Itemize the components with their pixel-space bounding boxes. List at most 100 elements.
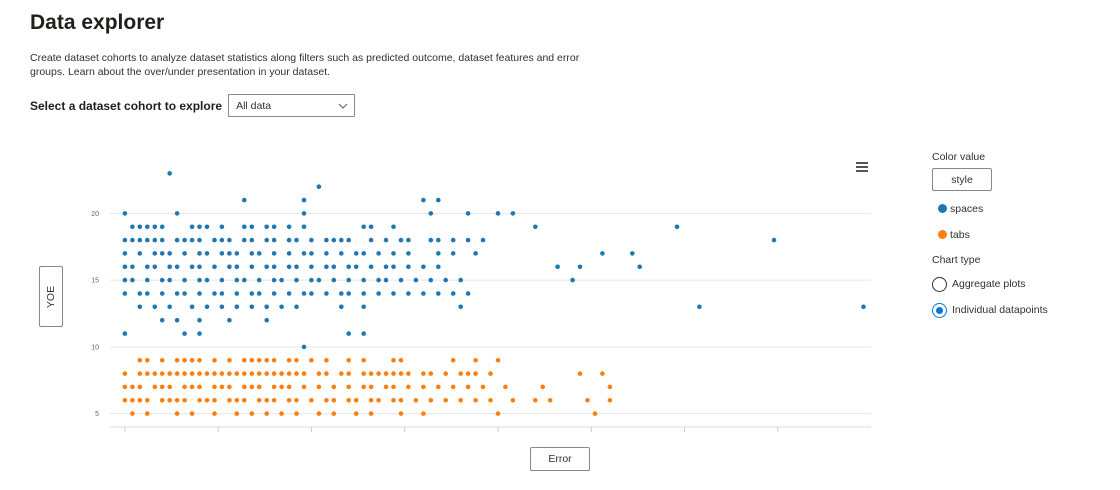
scatter-point-spaces[interactable] <box>436 291 441 296</box>
scatter-point-spaces[interactable] <box>197 331 202 336</box>
scatter-point-tabs[interactable] <box>294 398 299 403</box>
scatter-point-spaces[interactable] <box>339 291 344 296</box>
scatter-point-spaces[interactable] <box>182 251 187 256</box>
scatter-point-tabs[interactable] <box>174 411 180 416</box>
scatter-point-spaces[interactable] <box>339 304 344 310</box>
scatter-point-spaces[interactable] <box>398 237 404 243</box>
scatter-point-tabs[interactable] <box>383 371 389 376</box>
scatter-point-tabs[interactable] <box>458 398 464 403</box>
scatter-point-spaces[interactable] <box>309 237 314 243</box>
scatter-point-spaces[interactable] <box>361 291 367 296</box>
scatter-point-spaces[interactable] <box>331 277 337 283</box>
scatter-point-spaces[interactable] <box>159 277 165 283</box>
radio-individual-datapoints[interactable]: Individual datapoints <box>932 302 1112 318</box>
scatter-point-tabs[interactable] <box>391 384 396 390</box>
scatter-point-tabs[interactable] <box>122 371 128 376</box>
scatter-point-tabs[interactable] <box>346 384 352 390</box>
scatter-point-tabs[interactable] <box>279 371 284 376</box>
scatter-point-spaces[interactable] <box>130 237 135 243</box>
scatter-point-spaces[interactable] <box>421 291 426 296</box>
scatter-point-spaces[interactable] <box>249 237 255 243</box>
scatter-point-spaces[interactable] <box>264 224 270 230</box>
scatter-point-spaces[interactable] <box>428 277 434 283</box>
scatter-point-tabs[interactable] <box>443 398 449 403</box>
scatter-point-spaces[interactable] <box>324 264 329 270</box>
scatter-point-tabs[interactable] <box>503 384 508 390</box>
scatter-point-spaces[interactable] <box>189 304 195 310</box>
scatter-point-tabs[interactable] <box>130 411 135 416</box>
scatter-point-tabs[interactable] <box>145 398 150 403</box>
scatter-point-tabs[interactable] <box>294 371 299 376</box>
scatter-point-spaces[interactable] <box>570 277 575 283</box>
scatter-point-tabs[interactable] <box>301 371 307 376</box>
scatter-point-tabs[interactable] <box>391 398 396 403</box>
scatter-point-spaces[interactable] <box>324 291 329 296</box>
scatter-point-tabs[interactable] <box>242 358 247 363</box>
scatter-point-spaces[interactable] <box>301 344 307 350</box>
scatter-point-tabs[interactable] <box>174 371 180 376</box>
scatter-point-spaces[interactable] <box>368 224 374 230</box>
scatter-point-spaces[interactable] <box>458 304 464 310</box>
scatter-point-tabs[interactable] <box>204 398 210 403</box>
scatter-point-tabs[interactable] <box>473 398 478 403</box>
scatter-point-spaces[interactable] <box>219 277 225 283</box>
scatter-point-tabs[interactable] <box>286 358 292 363</box>
scatter-point-tabs[interactable] <box>271 398 277 403</box>
scatter-point-spaces[interactable] <box>145 291 150 296</box>
scatter-point-tabs[interactable] <box>167 384 172 390</box>
scatter-point-spaces[interactable] <box>301 197 307 203</box>
scatter-point-spaces[interactable] <box>398 277 404 283</box>
scatter-point-spaces[interactable] <box>152 251 158 256</box>
scatter-point-tabs[interactable] <box>324 358 329 363</box>
scatter-point-tabs[interactable] <box>294 411 299 416</box>
scatter-point-tabs[interactable] <box>533 398 538 403</box>
scatter-point-spaces[interactable] <box>204 251 210 256</box>
scatter-point-spaces[interactable] <box>309 291 314 296</box>
scatter-point-spaces[interactable] <box>122 331 128 336</box>
scatter-point-tabs[interactable] <box>145 411 150 416</box>
scatter-point-tabs[interactable] <box>346 358 352 363</box>
scatter-point-spaces[interactable] <box>234 264 240 270</box>
scatter-point-spaces[interactable] <box>167 171 172 176</box>
scatter-point-tabs[interactable] <box>465 384 471 390</box>
scatter-point-spaces[interactable] <box>159 317 165 323</box>
scatter-point-spaces[interactable] <box>256 291 262 296</box>
scatter-point-spaces[interactable] <box>346 237 352 243</box>
scatter-point-tabs[interactable] <box>473 358 478 363</box>
legend-item-tabs[interactable]: tabs <box>932 228 1112 241</box>
scatter-point-spaces[interactable] <box>271 224 277 230</box>
scatter-point-tabs[interactable] <box>159 358 165 363</box>
scatter-point-tabs[interactable] <box>450 384 456 390</box>
scatter-point-tabs[interactable] <box>249 371 255 376</box>
scatter-point-spaces[interactable] <box>361 224 367 230</box>
scatter-point-spaces[interactable] <box>361 304 367 310</box>
scatter-point-spaces[interactable] <box>137 304 143 310</box>
scatter-point-tabs[interactable] <box>279 411 284 416</box>
scatter-point-spaces[interactable] <box>174 211 180 216</box>
scatter-point-spaces[interactable] <box>197 277 202 283</box>
scatter-point-tabs[interactable] <box>227 398 232 403</box>
scatter-point-spaces[interactable] <box>301 224 307 230</box>
scatter-point-spaces[interactable] <box>271 251 277 256</box>
scatter-point-spaces[interactable] <box>465 237 471 243</box>
scatter-point-spaces[interactable] <box>264 304 270 310</box>
scatter-point-tabs[interactable] <box>495 411 501 416</box>
scatter-point-tabs[interactable] <box>376 371 381 376</box>
scatter-point-spaces[interactable] <box>227 264 232 270</box>
scatter-point-spaces[interactable] <box>227 237 232 243</box>
scatter-point-tabs[interactable] <box>212 358 217 363</box>
radio-aggregate-plots[interactable]: Aggregate plots <box>932 276 1112 292</box>
scatter-point-tabs[interactable] <box>219 371 225 376</box>
scatter-point-spaces[interactable] <box>182 291 187 296</box>
scatter-point-spaces[interactable] <box>450 251 456 256</box>
scatter-point-spaces[interactable] <box>167 264 172 270</box>
scatter-point-tabs[interactable] <box>413 398 419 403</box>
scatter-point-spaces[interactable] <box>443 277 449 283</box>
scatter-point-tabs[interactable] <box>510 398 516 403</box>
scatter-point-spaces[interactable] <box>294 277 299 283</box>
scatter-point-spaces[interactable] <box>279 277 284 283</box>
scatter-point-tabs[interactable] <box>197 384 202 390</box>
scatter-point-tabs[interactable] <box>376 398 381 403</box>
scatter-point-tabs[interactable] <box>607 398 613 403</box>
scatter-point-tabs[interactable] <box>398 411 404 416</box>
